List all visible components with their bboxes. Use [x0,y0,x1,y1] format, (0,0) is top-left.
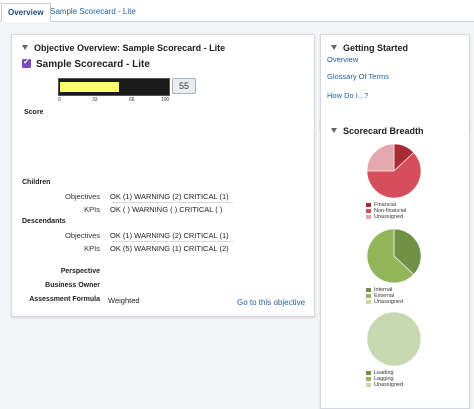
scorecard-breadth-title-text: Scorecard Breadth [343,126,424,136]
business-owner-label: Business Owner [45,282,100,289]
descendants-kpis-label: KPIs [84,244,100,253]
scorecard-check-icon [22,57,31,68]
collapse-triangle-icon[interactable] [331,128,337,133]
getting-started-title-text: Getting Started [343,43,409,53]
scorecard-header: Sample Scorecard - Lite [22,57,150,70]
objective-overview-title: Objective Overview: Sample Scorecard - L… [22,43,225,53]
legend-item: External [366,293,403,299]
tab-sample-scorecard[interactable]: Sample Scorecard - Lite [50,7,136,16]
legend-item: Financial [366,202,406,208]
getting-started-link-glossary[interactable]: Glossary Of Terms [327,72,389,81]
descendants-section-title: Descendants [22,218,66,225]
children-kpis-status: OK ( ) WARNING ( ) CRITICAL ( ) [110,205,223,214]
pie-slice-unassigned [366,143,395,172]
legend-item: Lagging [366,376,403,382]
legend-item: Unassigned [366,382,403,388]
children-objectives-label: Objectives [64,192,100,201]
descendants-objectives-status: OK (1) WARNING (2) CRITICAL (1) [110,231,229,240]
legend-label: External [374,293,395,299]
children-section-title: Children [22,179,51,186]
score-value-box: 55 [172,78,196,94]
tab-overview[interactable]: Overview [1,3,51,22]
tab-bar: Overview Sample Scorecard - Lite [0,0,474,22]
go-to-objective-link[interactable]: Go to this objective [237,298,306,307]
legend-label: Unassigned [374,214,404,220]
legend-label: Financial [374,202,397,208]
score-gauge-ticks: 0 33 66 100 [58,97,170,103]
score-label: Score [24,109,44,116]
legend-item: Unassigned [366,214,406,220]
pie-slice-external [366,228,415,284]
scorecard-breadth-panel: Scorecard Breadth Financial Non-financia… [320,121,470,409]
legend-swatch [366,294,371,298]
breadth-pie-1-legend: Financial Non-financial Unassigned [366,202,406,220]
gauge-tick-label: 66 [129,97,135,103]
legend-label: Leading [374,370,394,376]
assessment-formula-label: Assessment Formula [29,296,100,303]
descendants-kpis-status: OK (5) WARNING (1) CRITICAL (2) [110,244,229,253]
score-gauge [58,78,170,96]
legend-item: Leading [366,370,403,376]
legend-swatch [366,209,371,213]
descendants-objectives-label: Objectives [64,231,100,240]
divider [112,202,233,203]
breadth-pie-3 [366,311,422,367]
collapse-triangle-icon[interactable] [331,45,337,50]
getting-started-title: Getting Started [331,43,408,53]
gauge-tick-label: 100 [161,97,170,103]
score-gauge-fill [60,82,120,92]
legend-label: Internal [374,287,393,293]
children-kpis-label: KPIs [84,205,100,214]
pie-slice-non-financial [366,152,422,199]
legend-label: Unassigned [374,299,404,305]
getting-started-link-overview[interactable]: Overview [327,55,359,64]
breadth-pie-2 [366,228,422,284]
page-body: Objective Overview: Sample Scorecard - L… [0,22,474,409]
objective-overview-title-text: Objective Overview: Sample Scorecard - L… [34,43,226,53]
assessment-formula-value: Weighted [108,296,140,305]
pie-slice-unassigned [366,311,422,367]
legend-item: Unassigned [366,299,403,305]
legend-swatch [366,377,371,381]
collapse-triangle-icon[interactable] [22,45,28,50]
breadth-pie-1 [366,143,422,199]
legend-label: Unassigned [374,382,404,388]
legend-swatch [366,383,371,387]
getting-started-link-how-do-i[interactable]: How Do I...? [327,91,369,100]
children-objectives-status: OK (1) WARNING (2) CRITICAL (1) [110,192,229,201]
breadth-pie-3-legend: Leading Lagging Unassigned [366,370,403,388]
legend-item: Internal [366,287,403,293]
breadth-pie-2-legend: Internal External Unassigned [366,287,403,305]
perspective-label: Perspective [60,268,100,275]
legend-swatch [366,371,371,375]
objective-overview-panel: Objective Overview: Sample Scorecard - L… [11,34,315,317]
scorecard-breadth-title: Scorecard Breadth [331,126,424,136]
gauge-tick-label: 0 [58,97,61,103]
getting-started-panel: Getting Started Overview Glossary Of Ter… [320,34,470,130]
legend-swatch [366,288,371,292]
legend-swatch [366,215,371,219]
legend-label: Non-financial [374,208,407,214]
scorecard-name: Sample Scorecard - Lite [36,59,150,70]
legend-item: Non-financial [366,208,406,214]
legend-label: Lagging [374,376,394,382]
pie-slice-internal [393,228,422,275]
legend-swatch [366,300,371,304]
gauge-tick-label: 33 [92,97,98,103]
divider [112,241,233,242]
legend-swatch [366,203,371,207]
